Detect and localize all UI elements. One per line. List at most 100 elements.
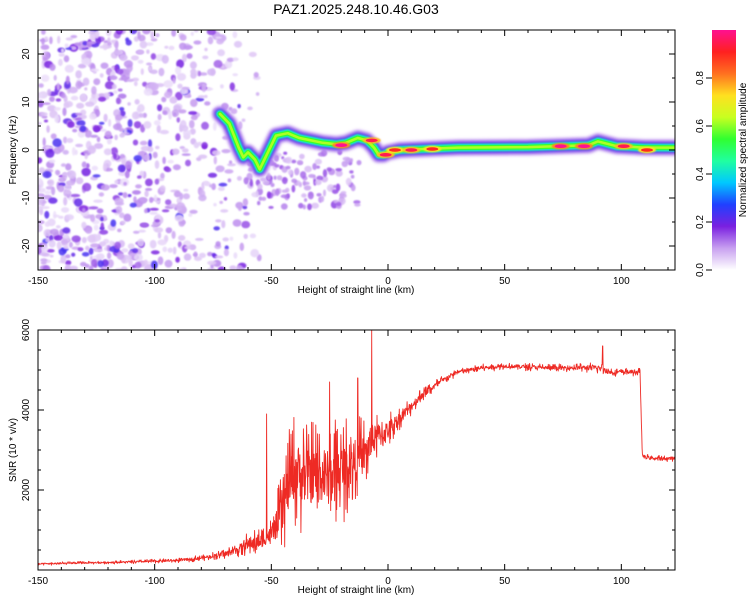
spectrogram-noise-blob (236, 176, 242, 181)
spectrogram-noise-blob (121, 248, 129, 253)
spectrogram-noise-blob (188, 213, 193, 217)
spectrogram-noise-blob (171, 30, 177, 37)
spectrogram-noise-blob (181, 153, 191, 157)
spectrogram-noise-blob (273, 175, 277, 180)
spectrogram-noise-blob (132, 248, 139, 254)
spectrogram-noise-blob (255, 190, 259, 197)
spectrogram-noise-blob (204, 47, 208, 52)
spectrogram-noise-blob (154, 227, 164, 233)
spectrogram-noise-blob (139, 170, 145, 178)
spectrogram-noise-blob (40, 261, 47, 265)
spectrogram-noise-blob (349, 170, 354, 174)
spectrogram-noise-blob (38, 220, 45, 225)
y-tick-label: -10 (21, 190, 32, 205)
spectrogram-noise-blob (316, 165, 320, 169)
spectrogram-noise-blob (38, 247, 42, 255)
spectrogram-noise-blob (64, 64, 74, 73)
spectrogram-noise-blob (211, 252, 216, 257)
spectrogram-noise-blob (48, 239, 56, 248)
spectrogram-noise-blob (300, 171, 307, 179)
spectrogram-noise-blob (299, 153, 305, 160)
spectrogram-noise-blob (106, 138, 112, 145)
spectrogram-noise-blob (243, 211, 250, 216)
spectrogram-noise-blob (241, 220, 251, 229)
spectrogram-noise-blob (84, 130, 92, 138)
spectrogram-noise-blob (60, 48, 65, 53)
spectrogram-noise-blob (47, 105, 57, 112)
spectrogram-noise-blob (221, 149, 231, 154)
spectrogram-noise-blob (114, 134, 118, 141)
spectrogram-noise-blob (137, 30, 141, 40)
spectrogram-noise-blob (38, 83, 44, 88)
colorbar-gradient (712, 30, 736, 270)
spectrogram-noise-blob (217, 186, 225, 191)
spectrogram-noise-blob (46, 125, 50, 133)
spectrogram-noise-blob (258, 196, 263, 201)
spectrogram-noise-blob (280, 194, 289, 199)
spectrogram-noise-blob (42, 171, 52, 179)
spectrogram-noise-blob (233, 40, 243, 48)
spectrogram-noise-blob (157, 113, 162, 121)
spectrogram-noise-blob (161, 54, 169, 64)
spectrogram-noise-blob (257, 183, 263, 190)
spectrogram-noise-blob (226, 57, 235, 62)
spectrogram-noise-blob (160, 172, 165, 180)
spectrogram-hot-spot (617, 144, 630, 148)
snr-y-label: SNR (10 * v/v) (8, 418, 19, 482)
spectrogram-noise-blob (165, 167, 172, 173)
spectrogram-noise-blob (219, 200, 223, 204)
spectrogram-noise-blob (215, 36, 222, 40)
spectrogram-noise-blob (175, 66, 182, 75)
spectrogram-noise-blob (273, 154, 280, 162)
spectrogram-noise-blob (181, 86, 190, 90)
spectrogram-noise-blob (171, 230, 176, 239)
spectrogram-noise-blob (345, 177, 352, 186)
spectrogram-noise-blob (207, 68, 216, 76)
spectrogram-noise-blob (261, 196, 267, 201)
x-tick-label: -100 (145, 276, 165, 287)
spectrogram-noise-blob (60, 163, 67, 167)
spectrogram-noise-blob (216, 38, 224, 45)
spectrogram-noise-blob (232, 219, 242, 227)
spectrogram-noise-blob (198, 252, 206, 259)
y-tick-label: -20 (21, 238, 32, 253)
spectrogram-noise-blob (224, 60, 233, 69)
spectrogram-noise-blob (88, 206, 99, 210)
spectrogram-noise-blob (44, 210, 50, 219)
spectrogram-noise-blob (109, 184, 118, 189)
spectrogram-noise-blob (45, 238, 50, 243)
spectrogram-noise-blob (127, 243, 135, 250)
spectrogram-noise-blob (114, 241, 121, 250)
spectrogram-noise-blob (333, 184, 337, 189)
spectrogram-noise-blob (117, 228, 122, 233)
spectrogram-noise-blob (58, 247, 66, 256)
spectrogram-noise-blob (207, 260, 217, 266)
spectrogram-noise-blob (282, 177, 288, 185)
spectrogram-noise-blob (58, 58, 63, 67)
spectrogram-noise-blob (178, 235, 186, 241)
spectrogram-noise-blob (140, 197, 148, 203)
spectrogram-noise-blob (189, 61, 197, 70)
spectrogram-noise-blob (183, 253, 192, 261)
spectrogram-noise-blob (64, 190, 72, 195)
spectrogram-noise-blob (294, 167, 300, 176)
spectrogram-noise-blob (48, 197, 58, 204)
spectrogram-noise-blob (186, 53, 193, 59)
spectrogram-noise-blob (175, 256, 180, 263)
spectrogram-noise-blob (152, 151, 158, 159)
spectrogram-noise-blob (148, 66, 152, 71)
spectrogram-noise-blob (47, 179, 55, 187)
spectrogram-noise-blob (75, 143, 84, 148)
snr-y-ticks: 2000 4000 6000 (21, 318, 675, 571)
colorbar-tick-label: 0.4 (695, 167, 706, 181)
spectrogram-noise-blob (41, 115, 48, 119)
spectrogram-noise-blob (295, 180, 301, 186)
spectrogram-noise-blob (82, 77, 90, 86)
spectrogram-noise-blob (38, 122, 42, 125)
spectrogram-noise-blob (165, 227, 173, 234)
spectrogram-noise-blob (190, 31, 194, 36)
spectrogram-noise-blob (53, 235, 64, 241)
spectrogram-noise-blob (326, 167, 332, 172)
spectrogram-noise-blob (213, 156, 217, 165)
